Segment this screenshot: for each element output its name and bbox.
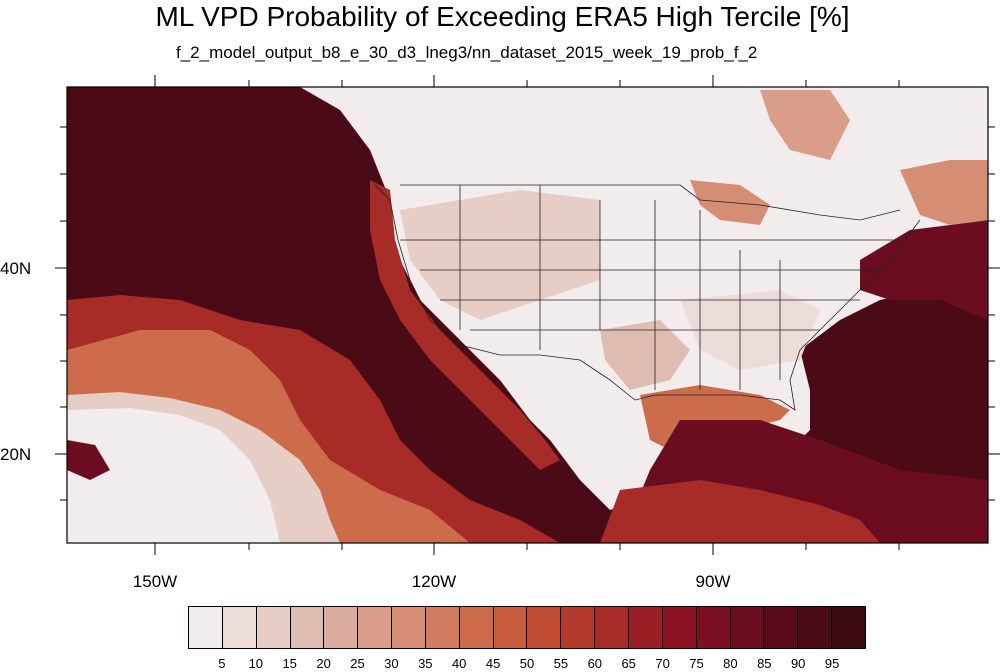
colorbar-box	[764, 607, 799, 648]
colorbar-box	[290, 607, 325, 648]
colorbar-box	[493, 607, 528, 648]
colorbar-box	[628, 607, 663, 648]
colorbar-box	[527, 607, 562, 648]
hudson-mid-region	[760, 90, 850, 160]
colorbar-box	[696, 607, 731, 648]
colorbar-box	[222, 607, 257, 648]
texas-light-patch	[600, 320, 690, 390]
caribbean-red-region	[600, 480, 880, 543]
colorbar-label: 75	[689, 656, 704, 671]
pacific-pale-region	[67, 408, 280, 543]
mexico-pale-region	[460, 340, 660, 510]
colorbar-label: 5	[218, 656, 226, 671]
colorbar-label: 45	[485, 656, 501, 671]
colorbar-label: 95	[824, 656, 840, 671]
colorbar-label: 55	[553, 656, 569, 671]
tick-marks	[55, 75, 1000, 555]
us-interior-light	[400, 190, 600, 320]
colorbar-label: 60	[587, 656, 603, 671]
colorbar-box	[256, 607, 291, 648]
colorbar-box	[459, 607, 494, 648]
colorbar-label: 65	[621, 656, 636, 671]
west-coast-streak	[370, 180, 560, 470]
colorbar-box	[392, 607, 426, 648]
colorbar-label: 85	[757, 656, 772, 671]
colorbar-label: 25	[350, 656, 365, 671]
colorbar-box	[798, 607, 833, 648]
colorbar-label: 80	[723, 656, 738, 671]
colorbar-box	[832, 607, 865, 648]
colorbar-box	[425, 607, 460, 648]
hawaii-dark-patch	[67, 440, 110, 480]
colorbar-box	[595, 607, 629, 648]
colorbar	[188, 606, 866, 649]
colorbar-label: 15	[282, 656, 297, 671]
colorbar-label: 35	[418, 656, 433, 671]
lon-label-90w: 90W	[695, 572, 731, 591]
lat-label-40n: 40N	[0, 259, 32, 278]
colorbar-label: 20	[316, 656, 331, 671]
colorbar-label: 30	[384, 656, 399, 671]
colorbar-label: 90	[790, 656, 806, 671]
colorbar-box	[662, 607, 697, 648]
colorbar-label: 50	[519, 656, 535, 671]
lon-label-120w: 120W	[411, 572, 457, 591]
colorbar-label: 10	[248, 656, 264, 671]
coastlines	[374, 184, 921, 411]
lat-label-20n: 20N	[0, 445, 32, 464]
labrador-mid-region	[900, 160, 988, 225]
colorbar-box	[358, 607, 393, 648]
map-title: ML VPD Probability of Exceeding ERA5 Hig…	[155, 1, 850, 32]
colorbar-box	[561, 607, 596, 648]
colorbar-box	[324, 607, 359, 648]
colorbar-box	[730, 607, 765, 648]
colorbar-label: 40	[451, 656, 467, 671]
colorbar-label: 70	[655, 656, 670, 671]
map-subtitle: f_2_model_output_b8_e_30_d3_lneg3/nn_dat…	[176, 43, 758, 62]
lon-label-150w: 150W	[132, 572, 178, 591]
northeast-atlantic-region	[860, 220, 988, 320]
colorbar-box	[189, 607, 223, 648]
